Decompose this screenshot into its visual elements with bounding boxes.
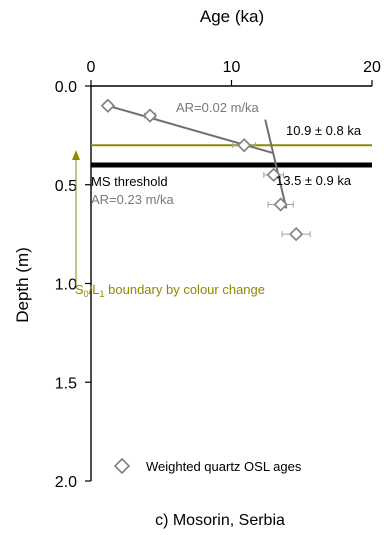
- reference-lines: [91, 144, 372, 168]
- axes: 0 10 20 0.0 0.5 1.0 1.5 2.0: [55, 59, 381, 491]
- legend-marker: [113, 457, 131, 475]
- boundary-label: S0/L1 boundary by colour change: [75, 282, 265, 299]
- ar-lower-label: AR=0.23 m/ka: [91, 192, 175, 207]
- y-tick-label: 2.0: [55, 474, 77, 491]
- y-tick-label: 0.0: [55, 79, 77, 96]
- legend: Weighted quartz OSL ages: [113, 457, 302, 475]
- boundary-arrow: [72, 150, 80, 286]
- fit-line-2: [264, 119, 288, 209]
- chart-caption: c) Mosorin, Serbia: [155, 512, 285, 529]
- ar-upper-label: AR=0.02 m/ka: [176, 100, 260, 115]
- lower-age-label: 13.5 ± 0.9 ka: [276, 173, 352, 188]
- legend-label: Weighted quartz OSL ages: [146, 459, 302, 474]
- data-point: [266, 167, 281, 183]
- data-point: [142, 108, 158, 123]
- x-tick-label: 20: [363, 59, 381, 76]
- ms-threshold-label: MS threshold: [91, 174, 168, 189]
- y-tick-label: 0.5: [55, 178, 77, 195]
- y-tick-label: 1.5: [55, 375, 77, 392]
- data-point: [237, 138, 252, 153]
- data-point: [288, 226, 304, 242]
- y-tick-label: 1.0: [55, 277, 77, 294]
- y-axis-title: Depth (m): [13, 247, 32, 323]
- x-tick-label: 10: [223, 59, 241, 76]
- upper-age-label: 10.9 ± 0.8 ka: [286, 123, 362, 138]
- data-point: [100, 98, 115, 113]
- data-points: [100, 98, 311, 242]
- x-axis-title: Age (ka): [200, 7, 264, 26]
- data-point: [273, 197, 288, 212]
- x-tick-label: 0: [87, 59, 96, 76]
